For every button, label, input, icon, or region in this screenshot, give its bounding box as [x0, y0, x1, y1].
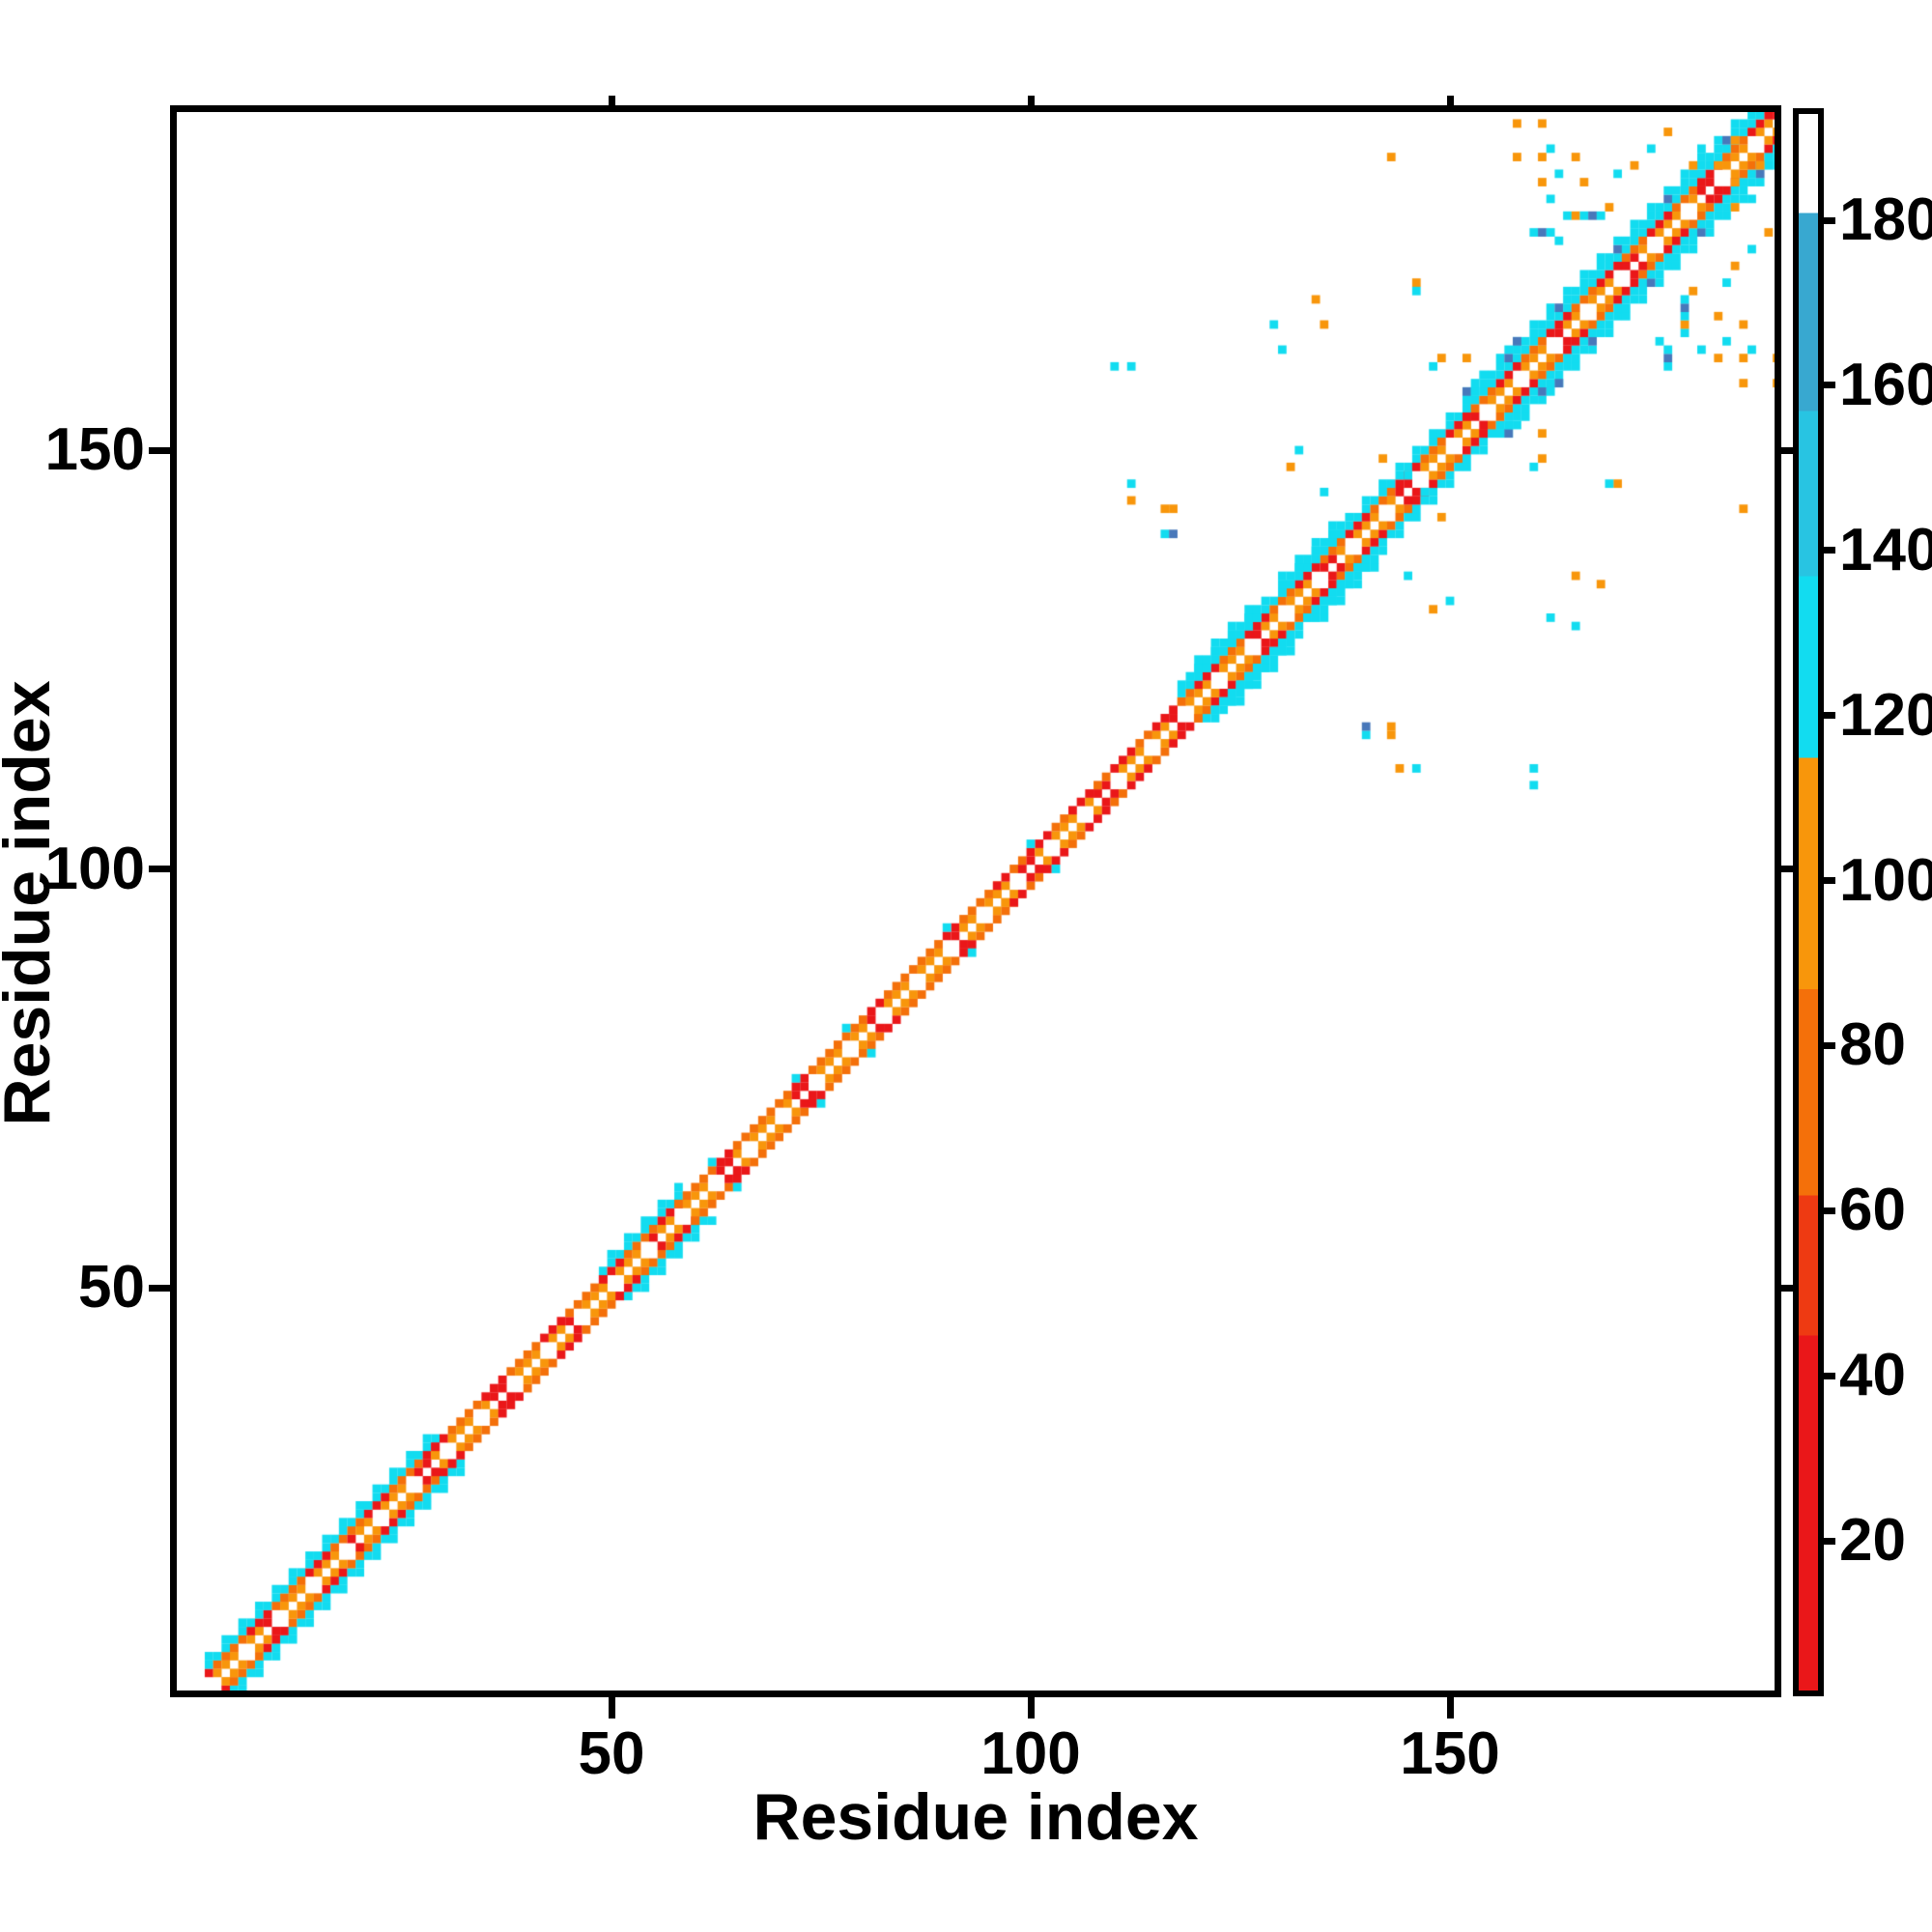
colorbar-tick-label: 20: [1839, 1507, 1906, 1575]
plot-area: [170, 105, 1781, 1697]
colorbar-tick-label: 140: [1839, 516, 1932, 583]
x-axis-title: Residue index: [753, 1780, 1199, 1854]
colorbar-tick-mark: [1824, 1041, 1835, 1049]
y-tick-mark-right: [1781, 866, 1793, 872]
y-tick-mark-right: [1781, 1284, 1793, 1292]
y-axis-title: Residue index: [0, 680, 64, 1126]
y-tick-mark-right: [1781, 446, 1793, 454]
colorbar-tick-mark: [1824, 382, 1835, 389]
x-tick-label: 50: [578, 1720, 645, 1787]
x-tick-mark-top: [608, 96, 615, 105]
colorbar-tick-label: 180: [1839, 186, 1932, 253]
x-tick-mark-top: [1027, 96, 1035, 105]
colorbar-tick-label: 80: [1839, 1011, 1906, 1079]
colorbar-tick-mark: [1824, 877, 1835, 885]
y-tick-mark: [149, 1284, 170, 1292]
x-tick-label: 150: [1400, 1720, 1500, 1787]
x-tick-label: 100: [980, 1720, 1081, 1787]
colorbar-tick-label: 160: [1839, 351, 1932, 418]
x-tick-mark: [608, 1697, 615, 1719]
colorbar-tick-mark: [1824, 712, 1835, 720]
colorbar-tick-mark: [1824, 216, 1835, 224]
colorbar-tick-label: 120: [1839, 681, 1932, 749]
contact-map-canvas: [177, 112, 1775, 1690]
colorbar-tick-mark: [1824, 1207, 1835, 1214]
colorbar-gradient: [1799, 114, 1818, 1690]
x-tick-mark: [1027, 1697, 1035, 1719]
colorbar: [1793, 108, 1824, 1696]
x-tick-mark-top: [1446, 96, 1454, 105]
colorbar-tick-mark: [1824, 1372, 1835, 1379]
colorbar-tick-mark: [1824, 1537, 1835, 1545]
colorbar-tick-mark: [1824, 547, 1835, 554]
x-tick-mark: [1446, 1697, 1454, 1719]
y-tick-mark: [149, 446, 170, 454]
y-tick-label: 150: [44, 416, 145, 483]
colorbar-tick-label: 60: [1839, 1177, 1906, 1244]
y-tick-label: 100: [44, 835, 145, 902]
y-tick-label: 50: [78, 1254, 145, 1321]
y-tick-mark: [149, 866, 170, 872]
colorbar-tick-label: 100: [1839, 846, 1932, 914]
colorbar-tick-label: 40: [1839, 1342, 1906, 1409]
